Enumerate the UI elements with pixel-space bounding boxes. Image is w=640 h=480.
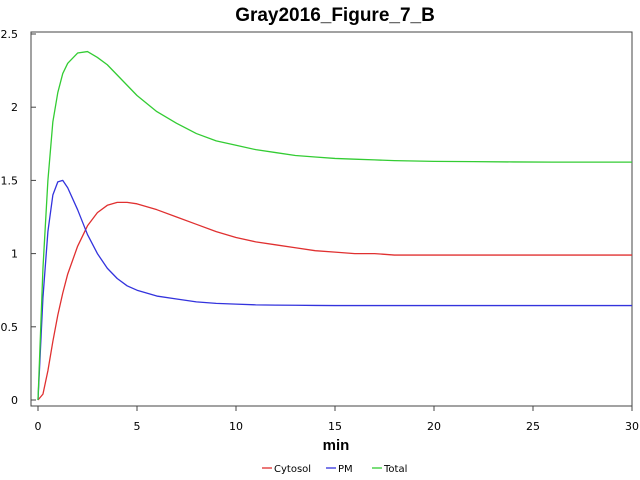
y-tick-label: 2 (11, 101, 18, 114)
plot-area (30, 31, 633, 407)
y-tick-label: 0.5 (1, 321, 19, 334)
chart-title: Gray2016_Figure_7_B (235, 5, 435, 26)
y-tick-label: 2.5 (1, 28, 19, 41)
legend: Cytosol PM Total (262, 464, 407, 475)
x-tick-label: 5 (134, 420, 141, 433)
x-tick-label: 10 (229, 420, 243, 433)
y-tick-label: 1 (11, 248, 18, 261)
x-tick-label: 25 (526, 420, 540, 433)
legend-label-pm: PM (338, 464, 353, 475)
y-tick-label: 0 (11, 394, 18, 407)
legend-label-total: Total (383, 464, 407, 475)
y-tick-label: 1.5 (1, 174, 19, 187)
x-axis-label: min (323, 437, 350, 454)
x-tick-label: 30 (625, 420, 639, 433)
x-tick-label: 15 (328, 420, 342, 433)
series-line-cytosol (37, 201, 632, 401)
legend-label-cytosol: Cytosol (274, 464, 311, 475)
series-layer (37, 50, 632, 401)
x-tick-label: 0 (35, 420, 42, 433)
series-line-pm (37, 179, 632, 401)
y-axis: 0 0.5 1 1.5 2 2.5 (1, 28, 36, 407)
x-axis: 0 5 10 15 20 25 30 (35, 406, 639, 433)
series-line-total (37, 50, 632, 401)
x-tick-label: 20 (427, 420, 441, 433)
